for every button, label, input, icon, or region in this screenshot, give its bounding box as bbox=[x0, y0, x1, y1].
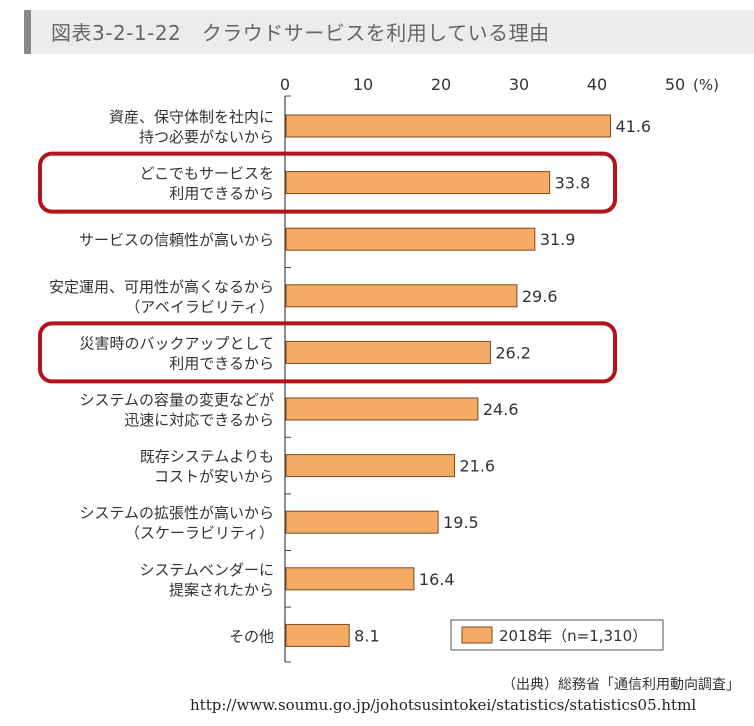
bar bbox=[285, 284, 518, 308]
source-label: （出典）総務省「通信利用動向調査」 bbox=[502, 677, 740, 693]
bar-value-label: 19.5 bbox=[443, 513, 479, 532]
bar bbox=[285, 171, 551, 195]
x-tick-label: 30 bbox=[509, 75, 529, 94]
category-label: 迅速に対応できるから bbox=[124, 411, 274, 429]
category-label: その他 bbox=[229, 627, 274, 645]
category-label: 持つ必要がないから bbox=[139, 128, 274, 146]
bar bbox=[285, 510, 439, 534]
category-label: 災害時のバックアップとして bbox=[79, 334, 274, 352]
category-label: 安定運用、可用性が高くなるから bbox=[49, 278, 274, 296]
bar bbox=[285, 340, 491, 364]
x-tick-label: 50 bbox=[665, 75, 685, 94]
bar bbox=[285, 114, 611, 138]
x-tick-label: 10 bbox=[353, 75, 373, 94]
category-label: 利用できるから bbox=[169, 185, 274, 203]
category-label: 利用できるから bbox=[169, 354, 274, 372]
legend-swatch bbox=[461, 626, 493, 644]
category-label: システムの拡張性が高いから bbox=[79, 504, 274, 522]
bar-value-label: 21.6 bbox=[459, 457, 495, 476]
source-url: http://www.soumu.go.jp/johotsusintokei/s… bbox=[190, 696, 697, 714]
category-label: （スケーラビリティ） bbox=[125, 524, 274, 542]
figure-title: 図表3-2-1-22 クラウドサービスを利用している理由 bbox=[51, 21, 550, 45]
x-tick-label: 40 bbox=[587, 75, 607, 94]
category-label: サービスの信頼性が高いから bbox=[79, 231, 274, 249]
highlight-box bbox=[38, 151, 617, 214]
x-tick-label: 0 bbox=[280, 75, 290, 94]
bar bbox=[285, 623, 350, 647]
bar-value-label: 29.6 bbox=[522, 287, 558, 306]
bar-value-label: 8.1 bbox=[354, 626, 379, 645]
bar-value-label: 24.6 bbox=[483, 400, 519, 419]
bar-value-label: 16.4 bbox=[419, 570, 455, 589]
category-label: システムベンダーに bbox=[139, 561, 274, 579]
category-label: どこでもサービスを bbox=[139, 165, 274, 183]
category-label: システムの容量の変更などが bbox=[79, 391, 274, 409]
bar-value-label: 33.8 bbox=[555, 174, 591, 193]
legend-label: 2018年（n=1,310） bbox=[499, 627, 647, 645]
bar bbox=[285, 454, 455, 478]
bar bbox=[285, 397, 479, 421]
figure-header: 図表3-2-1-22 クラウドサービスを利用している理由 bbox=[24, 10, 754, 54]
bar-value-label: 26.2 bbox=[495, 343, 531, 362]
category-label: 提案されたから bbox=[169, 581, 274, 599]
category-label: （アベイラビリティ） bbox=[125, 298, 274, 316]
highlight-box bbox=[38, 321, 617, 384]
bar bbox=[285, 227, 536, 251]
category-label: 既存システムよりも bbox=[140, 448, 274, 466]
x-tick-label: 20 bbox=[431, 75, 451, 94]
category-label: コストが安いから bbox=[154, 468, 274, 486]
bar bbox=[285, 567, 415, 591]
category-label: 資産、保守体制を社内に bbox=[109, 108, 274, 126]
bar-value-label: 31.9 bbox=[540, 230, 576, 249]
bar-value-label: 41.6 bbox=[615, 117, 651, 136]
x-unit-label: (%) bbox=[693, 76, 719, 94]
